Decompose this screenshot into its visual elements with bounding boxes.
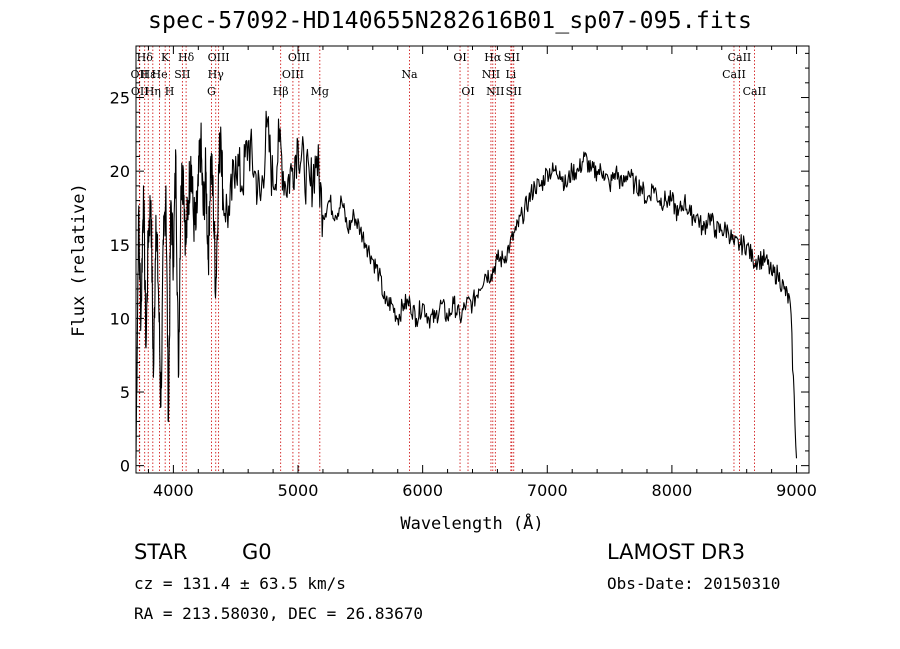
- spectral-line-label: Hε: [141, 68, 157, 81]
- y-tick-label: 15: [110, 236, 130, 255]
- spectral-line-label: OIII: [288, 51, 310, 64]
- x-tick-label: 9000: [776, 481, 817, 500]
- redshift-info: cz = 131.4 ± 63.5 km/s: [134, 574, 346, 593]
- object-class: STAR: [134, 540, 188, 564]
- coordinates-info: RA = 213.58030, DEC = 26.83670: [134, 604, 423, 623]
- spectral-line-label: CaII: [722, 68, 746, 81]
- spectral-line-label: OI: [453, 51, 466, 64]
- spectral-line-label: He: [152, 68, 168, 81]
- spectral-line-label: Hβ: [273, 85, 289, 98]
- y-tick-label: 20: [110, 162, 130, 181]
- spectral-line-label: Li: [505, 68, 516, 81]
- spectral-line-label: OII: [131, 85, 149, 98]
- spectral-line-label: NII: [486, 85, 504, 98]
- spectral-line-label: Hδ: [178, 51, 195, 64]
- spectral-line-label: Mg: [311, 85, 329, 98]
- x-tick-label: 5000: [278, 481, 319, 500]
- spectral-line-label: SII: [506, 85, 522, 98]
- y-axis-title: Flux (relative): [69, 183, 89, 337]
- axes: 4000 5000 6000 7000 8000 9000 0 5 10 15 20 25: [110, 46, 817, 500]
- spectral-line-label: SII: [174, 68, 190, 81]
- object-subclass: G0: [242, 540, 272, 564]
- spectral-line-label: OII: [131, 68, 149, 81]
- spectral-line-label: H: [165, 85, 175, 98]
- spectral-line-label: Hδ: [137, 51, 154, 64]
- x-tick-label: 4000: [153, 481, 194, 500]
- spectral-line-label: K: [161, 51, 170, 64]
- spectral-line-label: Hη: [145, 85, 161, 98]
- spectral-line-label: OIII: [282, 68, 304, 81]
- spectral-line-label: G: [207, 85, 216, 98]
- spectrum-line: [135, 110, 798, 459]
- x-tick-label: 7000: [527, 481, 568, 500]
- x-axis-title: Wavelength (Å): [400, 512, 543, 534]
- spectral-line-label: CaII: [743, 85, 767, 98]
- spectral-line-label: CaII: [728, 51, 752, 64]
- spectral-line-label: SII: [504, 51, 520, 64]
- spectral-line-label: OI: [461, 85, 474, 98]
- y-tick-label: 0: [120, 457, 130, 476]
- x-tick-label: 8000: [652, 481, 693, 500]
- y-tick-label: 10: [110, 309, 130, 328]
- observation-date: Obs-Date: 20150310: [607, 574, 781, 593]
- y-tick-label: 5: [120, 383, 130, 402]
- spectral-line-label: OIII: [208, 51, 230, 64]
- spectral-line-label: Hγ: [208, 68, 225, 81]
- survey-name: LAMOST DR3: [607, 540, 746, 564]
- plot-frame: [135, 45, 810, 474]
- spectral-line-label: Hα: [484, 51, 502, 64]
- spectral-line-label: NII: [482, 68, 500, 81]
- x-tick-label: 6000: [402, 481, 443, 500]
- y-tick-label: 25: [110, 89, 130, 108]
- spectral-line-label: Na: [401, 68, 418, 81]
- spectral-line-markers: [138, 46, 755, 473]
- plot-title: spec-57092-HD140655N282616B01_sp07-095.f…: [147, 8, 753, 34]
